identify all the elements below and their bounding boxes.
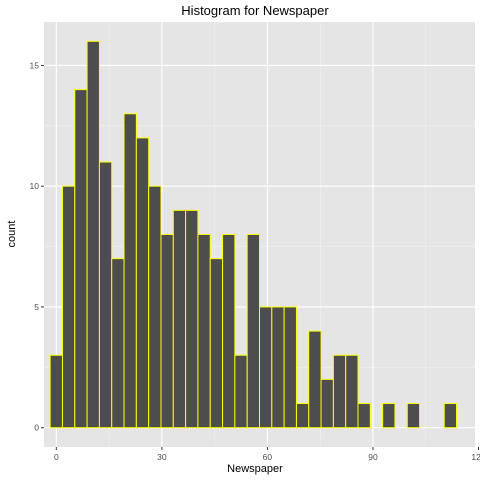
histogram-bar [308,330,322,429]
histogram-bar [49,354,63,429]
histogram-bar [160,234,174,429]
y-tick-label: 5 [34,302,39,312]
histogram-bar [382,403,396,429]
histogram-bar [135,137,150,429]
histogram-bars [49,40,458,429]
histogram-bar [98,161,113,429]
x-tick-label: 30 [157,452,167,462]
histogram-bar [172,209,187,429]
y-tick-label: 0 [34,423,39,433]
chart-title: Histogram for Newspaper [181,3,329,18]
x-axis: 0 30 60 90 120 [54,447,480,462]
y-tick-label: 10 [30,181,40,191]
histogram-bar [271,306,285,429]
histogram-bar [197,234,211,429]
x-tick-label: 90 [368,452,378,462]
x-tick-label: 0 [54,452,59,462]
x-axis-label: Newspaper [227,463,283,475]
histogram-bar [209,258,224,429]
y-tick-label: 15 [30,60,40,70]
histogram-bar [185,209,199,429]
histogram-bar [283,306,297,429]
histogram-bar [123,113,137,429]
x-tick-label: 60 [263,452,273,462]
histogram-bar [61,185,76,429]
x-tick-label: 120 [471,452,480,462]
histogram-bar [111,258,125,429]
histogram-bar [406,403,421,429]
histogram-bar [222,234,236,429]
histogram-bar [259,306,273,429]
histogram-bar [148,185,162,429]
histogram-bar [357,403,371,429]
histogram-bar [246,234,260,429]
histogram-bar [320,378,334,429]
histogram-bar [86,40,100,429]
histogram-bar [332,354,347,429]
histogram-bar [345,354,359,429]
histogram-bar [295,403,310,429]
y-axis-label: count [6,221,18,248]
histogram-bar [443,403,458,429]
histogram-bar [234,354,248,429]
histogram-bar [74,89,88,429]
y-axis: 0 5 10 15 [30,60,44,433]
